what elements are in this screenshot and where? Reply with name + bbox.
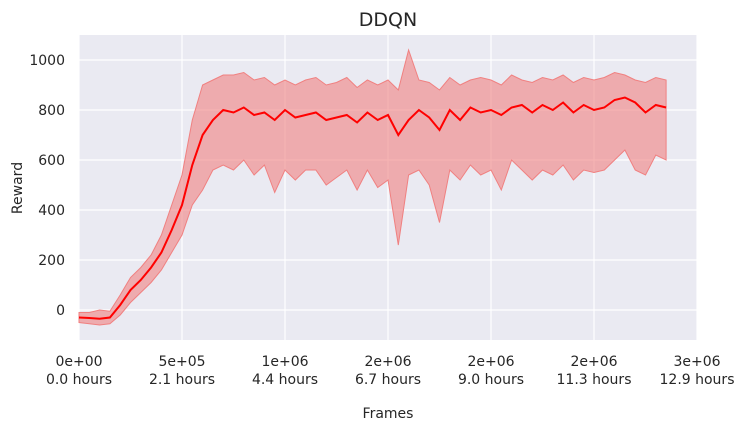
y-axis-label: Reward (10, 162, 26, 214)
x-tick-label: 3e+06 (673, 354, 720, 370)
y-tick-label: 600 (38, 153, 65, 169)
x-tick-label: 2e+06 (570, 354, 617, 370)
x-tick-sublabel: 2.1 hours (149, 372, 215, 388)
x-axis-label: Frames (363, 406, 414, 422)
x-tick-sublabel: 0.0 hours (46, 372, 112, 388)
y-tick-label: 1000 (29, 53, 65, 69)
x-tick-label: 1e+06 (261, 354, 308, 370)
y-tick-label: 800 (38, 103, 65, 119)
x-tick-sublabel: 11.3 hours (557, 372, 632, 388)
x-tick-sublabel: 4.4 hours (252, 372, 318, 388)
y-tick-label: 0 (56, 303, 65, 319)
y-tick-label: 400 (38, 203, 65, 219)
y-tick-label: 200 (38, 253, 65, 269)
x-tick-sublabel: 12.9 hours (660, 372, 735, 388)
x-tick-label: 2e+06 (467, 354, 514, 370)
chart-title: DDQN (359, 9, 417, 31)
x-tick-label: 2e+06 (364, 354, 411, 370)
x-tick-label: 5e+05 (158, 354, 205, 370)
line (78, 96, 667, 320)
x-tick-sublabel: 6.7 hours (355, 372, 421, 388)
x-tick-label: 0e+00 (55, 354, 102, 370)
x-tick-sublabel: 9.0 hours (458, 372, 524, 388)
band (78, 48, 667, 326)
